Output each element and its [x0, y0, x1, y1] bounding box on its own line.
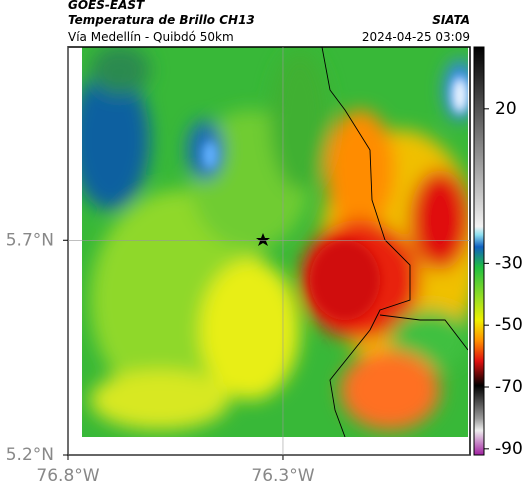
source: SIATA [432, 13, 470, 27]
location-marker [256, 233, 270, 246]
x-tick-label: 76.3°W [251, 466, 314, 486]
colorbar-tick-label: -30 [495, 253, 523, 273]
colorbar-tick-label: -70 [495, 377, 523, 397]
satellite: GOES-EAST [68, 0, 145, 12]
header: GOES-EAST Temperatura de Brillo CH13 SIA… [68, 0, 470, 44]
colorbar [473, 46, 485, 456]
product: Temperatura de Brillo CH13 [68, 13, 255, 27]
colorbar-tick-label: -50 [495, 315, 523, 335]
route: Vía Medellín - Quibdó 50km [68, 30, 234, 44]
y-tick-label: 5.7°N [6, 230, 54, 250]
colorbar-tick-label: -90 [495, 439, 523, 459]
colorbar-tick-label: 20 [495, 99, 517, 119]
timestamp: 2024-04-25 03:09 [362, 30, 470, 44]
y-tick-label: 5.2°N [6, 445, 54, 465]
satellite-image [82, 47, 468, 437]
x-tick-label: 76.8°W [36, 466, 99, 486]
